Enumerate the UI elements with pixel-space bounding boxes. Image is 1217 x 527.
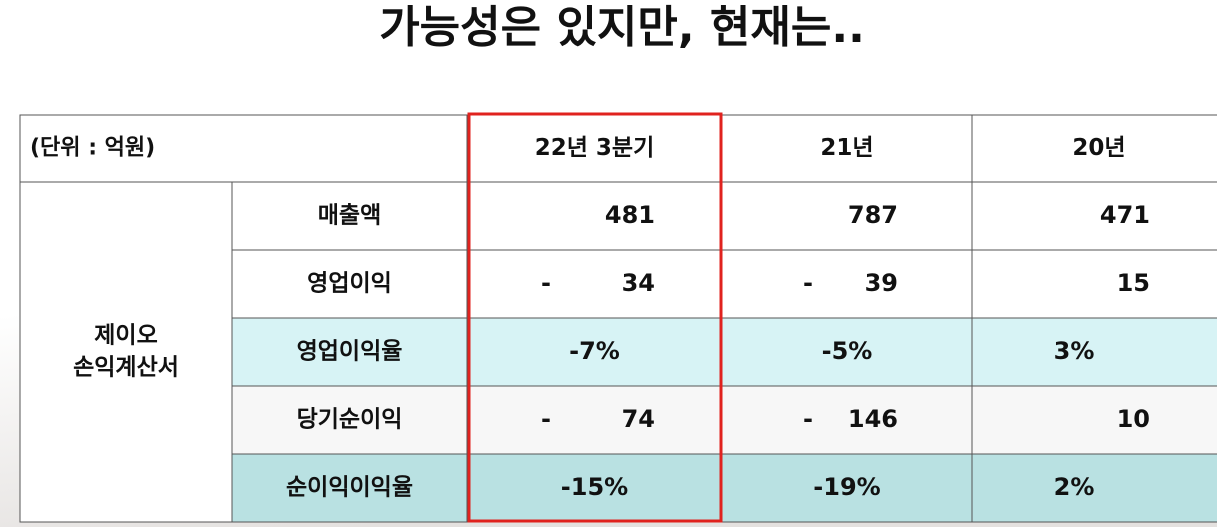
cell-value: 74 (622, 405, 655, 433)
group-label: 제이오 (94, 323, 157, 349)
header-row (19, 114, 1217, 183)
cell-value: 34 (622, 269, 655, 297)
row-background (231, 249, 1217, 319)
row-background (231, 453, 1217, 523)
cell-sign: - (541, 405, 551, 433)
cell-value: 787 (848, 201, 898, 229)
column-header: 22년 3분기 (535, 135, 655, 161)
row-label: 당기순이익 (297, 407, 403, 433)
cell-value: -15% (561, 473, 628, 501)
cell-value: 471 (1100, 201, 1150, 229)
cell-value: -19% (813, 473, 880, 501)
cell-value: -5% (822, 337, 873, 365)
slide-title: 가능성은 있지만, 현재는.. (379, 2, 865, 53)
cell-sign: - (803, 405, 813, 433)
row-label: 순이익이익율 (286, 475, 413, 501)
cell-value: 15 (1117, 269, 1150, 297)
column-header: 21년 (820, 135, 873, 161)
cell-sign: - (541, 269, 551, 297)
column-header: 20년 (1072, 135, 1125, 161)
row-label: 영업이익율 (297, 339, 403, 365)
group-cell (19, 181, 233, 523)
cell-value: 2% (1054, 473, 1095, 501)
cell-value: 146 (848, 405, 898, 433)
cell-sign: - (803, 269, 813, 297)
row-label: 매출액 (318, 203, 381, 229)
group-label: 손익계산서 (73, 355, 179, 381)
cell-value: -7% (569, 337, 620, 365)
cell-value: 10 (1117, 405, 1150, 433)
cell-value: 39 (865, 269, 898, 297)
cell-value: 481 (605, 201, 655, 229)
row-label: 영업이익 (307, 271, 392, 297)
unit-label: (단위 : 억원) (30, 136, 155, 161)
highlight-box (467, 112, 723, 523)
cell-value: 3% (1054, 337, 1095, 365)
